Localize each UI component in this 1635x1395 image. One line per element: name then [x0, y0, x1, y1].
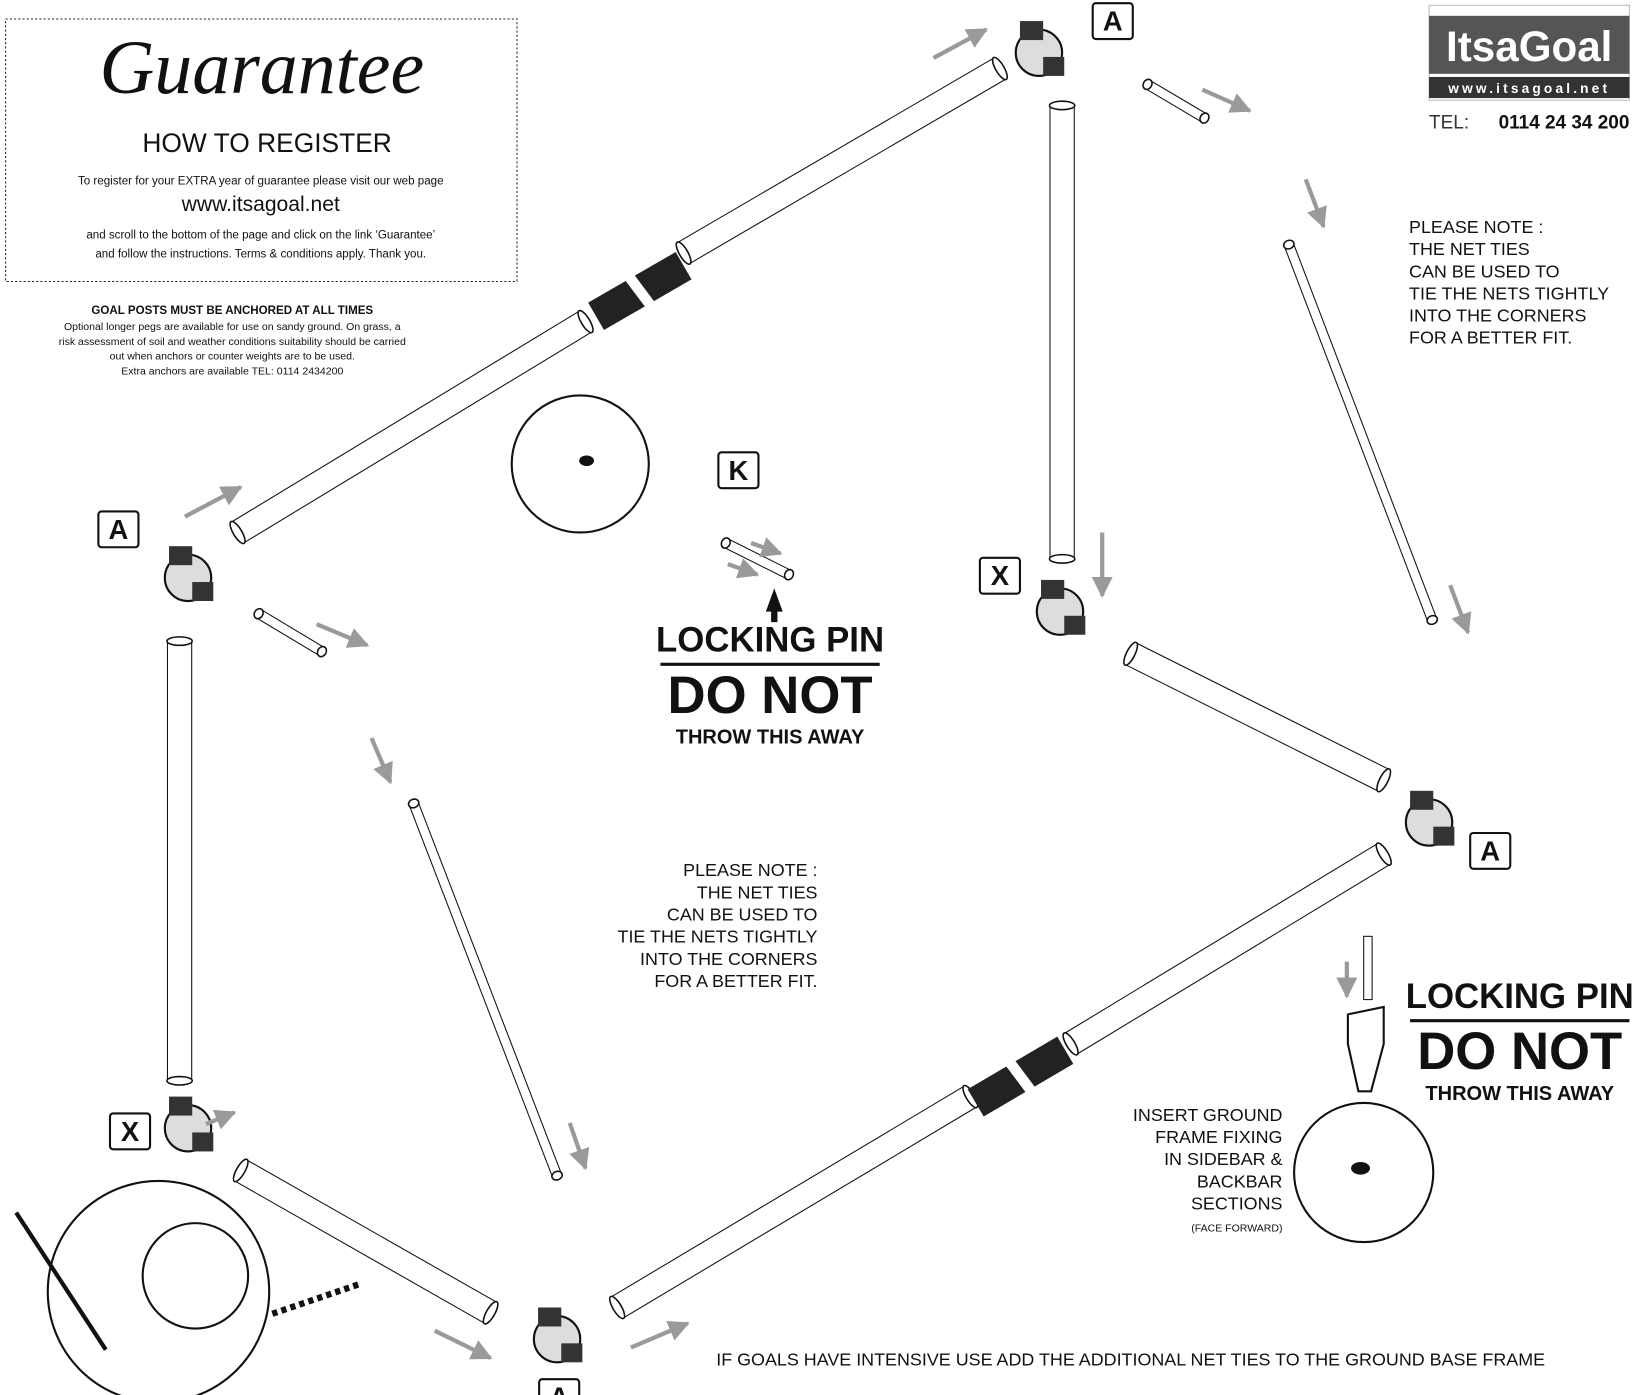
net-note-line: FOR A BETTER FIT. [654, 971, 817, 991]
up-arrow [766, 588, 783, 622]
net-note-line: INTO THE CORNERS [1409, 306, 1586, 326]
net-note-line: INTO THE CORNERS [640, 949, 817, 969]
guarantee-heading: HOW TO REGISTER [142, 128, 391, 158]
ground-fixing-line: SECTIONS [1191, 1193, 1283, 1213]
part-label: A [1480, 835, 1500, 866]
guarantee-line: www.itsagoal.net [181, 193, 340, 216]
arrow [371, 738, 390, 782]
magnifier [512, 395, 649, 532]
joint-grip [1043, 57, 1064, 76]
joint-grip [1433, 827, 1454, 846]
joint-grip [1064, 616, 1085, 635]
joint-grip [169, 1097, 192, 1116]
do-not: DO NOT [1417, 1022, 1622, 1081]
guarantee-title: Guarantee [99, 26, 424, 110]
tube-end [167, 637, 192, 645]
locking-pin-title: LOCKING PIN [1406, 978, 1634, 1016]
part-label: A [1103, 6, 1123, 37]
tube [726, 543, 789, 575]
logo-url: www.itsagoal.net [1447, 81, 1610, 96]
tube-end [167, 1077, 192, 1085]
tube [1148, 84, 1205, 118]
net-note-line: THE NET TIES [1409, 239, 1530, 259]
tube [241, 1170, 491, 1312]
arrow [435, 1331, 491, 1358]
assembly-diagram: ItsaGoal www.itsagoal.net TEL: 0114 24 34 2… [0, 0, 1635, 1395]
tube [414, 803, 557, 1175]
sleeve-band [636, 288, 644, 294]
guarantee-line: and follow the instructions. Terms & con… [95, 248, 426, 260]
hole [579, 456, 594, 467]
guarantee-line: and scroll to the bottom of the page and… [86, 229, 435, 241]
tube [617, 1097, 970, 1308]
arrow [631, 1323, 688, 1347]
part-label: A [109, 514, 129, 545]
do-not: DO NOT [668, 666, 873, 725]
net-note-line: CAN BE USED TO [667, 905, 818, 925]
locking-pin-title: LOCKING PIN [656, 622, 884, 660]
sleeve-band [1016, 1073, 1024, 1079]
tube-section [143, 1223, 248, 1328]
ground-fixing-line: BACKBAR [1197, 1171, 1283, 1191]
anchor-line: risk assessment of soil and weather cond… [59, 336, 406, 348]
ground-fixing-line: IN SIDEBAR & [1164, 1149, 1282, 1169]
arrow [317, 624, 368, 645]
part-label: A [549, 1382, 569, 1395]
anchor-title: GOAL POSTS MUST BE ANCHORED AT ALL TIMES [91, 305, 373, 317]
hole [1351, 1162, 1370, 1175]
net-note-line: PLEASE NOTE : [1409, 217, 1543, 237]
arrow [751, 543, 781, 554]
joint-grip [538, 1307, 561, 1326]
ground-fixing-line: FRAME FIXING [1155, 1127, 1282, 1147]
net-note-line: THE NET TIES [697, 882, 818, 902]
tube [1071, 854, 1384, 1044]
joint-grip [169, 546, 192, 565]
tube [1131, 654, 1384, 781]
footer-note: IF GOALS HAVE INTENSIVE USE ADD THE ADDI… [716, 1349, 1545, 1369]
tel-label: TEL: [1429, 113, 1469, 134]
joint-grip [192, 582, 213, 601]
tube [684, 69, 1000, 254]
arrow [933, 30, 986, 58]
arrow [1202, 90, 1249, 111]
pin-body [1348, 1007, 1384, 1091]
joint-grip [561, 1343, 582, 1362]
arrow [1450, 585, 1468, 632]
tel-number: 0114 24 34 200 [1499, 113, 1630, 134]
net-note-line: TIE THE NETS TIGHTLY [1409, 283, 1609, 303]
arrow [570, 1123, 586, 1168]
joint-grip [1020, 21, 1043, 40]
throw-away: THROW THIS AWAY [676, 726, 865, 748]
page: ItsaGoal www.itsagoal.net TEL: 0114 24 34 2… [0, 0, 1635, 1395]
net-note-line: CAN BE USED TO [1409, 261, 1560, 281]
throw-away: THROW THIS AWAY [1425, 1083, 1614, 1105]
net-note-line: TIE THE NETS TIGHTLY [618, 927, 818, 947]
anchor-line: Optional longer pegs are available for u… [64, 321, 401, 333]
ground-fixing-note: (FACE FORWARD) [1191, 1223, 1282, 1235]
part-label: K [729, 455, 749, 486]
guarantee-line: To register for your EXTRA year of guara… [78, 176, 444, 188]
dotted-leader [272, 1284, 358, 1314]
logo-brand: ItsaGoal [1446, 23, 1612, 70]
net-note-line: PLEASE NOTE : [683, 860, 817, 880]
anchor-line: Extra anchors are available TEL: 0114 24… [121, 365, 343, 377]
tube [259, 614, 322, 652]
tube-end [1049, 101, 1074, 109]
part-label: X [991, 560, 1010, 591]
pin-rod [1364, 936, 1372, 999]
arrow [1306, 179, 1324, 226]
joint-grip [192, 1132, 213, 1151]
anchor-line: out when anchors or counter weights are … [110, 351, 355, 363]
net-note-line: FOR A BETTER FIT. [1409, 328, 1572, 348]
arrow [728, 564, 758, 575]
arrow [206, 1112, 234, 1124]
joint-grip [1041, 580, 1064, 599]
arrow [185, 487, 241, 517]
tube-end [1049, 555, 1074, 563]
part-label: X [121, 1116, 140, 1147]
ground-fixing-line: INSERT GROUND [1133, 1105, 1283, 1125]
joint-grip [1410, 791, 1433, 810]
